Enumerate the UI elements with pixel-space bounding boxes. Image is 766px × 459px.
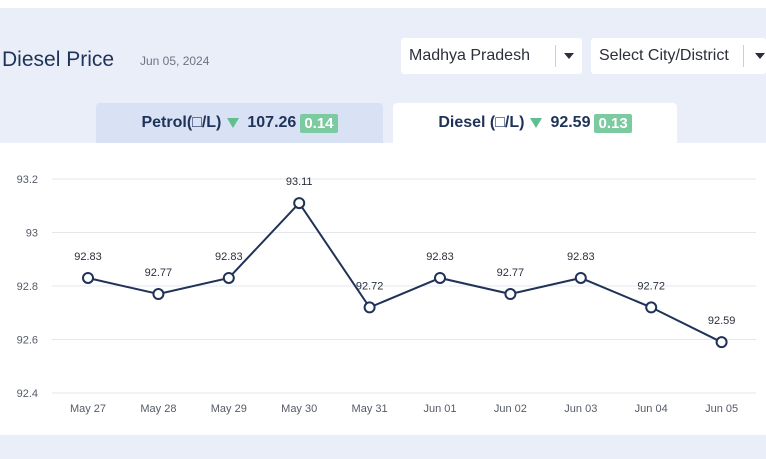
y-tick-label: 92.6 <box>17 335 38 347</box>
tab-petrol-fuel: Petrol(□/L) <box>141 114 222 131</box>
data-point <box>363 301 376 314</box>
tab-diesel-change-badge: 0.13 <box>594 113 632 133</box>
tab-petrol[interactable]: Petrol(□/L) 107.26 0.14 <box>96 103 383 143</box>
series-line <box>87 201 723 344</box>
data-point <box>715 336 728 349</box>
y-tick-label: 93 <box>26 228 38 240</box>
price-line-chart: 93.2 93 92.8 92.6 92.4 May 27 May 28 May 29 May … <box>17 174 756 415</box>
y-tick-label: 92.4 <box>17 388 38 400</box>
state-dropdown-value: Madhya Pradesh <box>409 47 530 64</box>
data-label: 92.72 <box>356 280 384 292</box>
data-label: 92.77 <box>497 267 525 279</box>
data-point <box>504 288 517 301</box>
price-date: Jun 05, 2024 <box>140 54 210 68</box>
x-tick-label: May 29 <box>211 403 247 415</box>
data-point <box>645 301 658 314</box>
data-label: 92.59 <box>708 315 736 327</box>
data-label: 92.77 <box>145 267 173 279</box>
top-strip <box>0 0 766 8</box>
data-label: 92.83 <box>215 251 243 263</box>
x-tick-label: Jun 01 <box>423 403 456 415</box>
data-point <box>434 271 446 284</box>
tab-diesel-price: 92.59 <box>550 114 591 131</box>
data-label: 92.83 <box>426 251 454 263</box>
tab-petrol-change-badge: 0.14 <box>300 113 338 133</box>
y-tick-label: 93.2 <box>17 174 38 186</box>
trend-down-icon <box>227 118 240 128</box>
chart-container: 93.2 93 92.8 92.6 92.4 May 27 May 28 May 29 May … <box>0 143 766 435</box>
dropdown-separator <box>743 45 744 67</box>
x-tick-label: May 30 <box>281 403 317 415</box>
data-point <box>152 288 165 301</box>
data-label: 92.83 <box>567 251 595 263</box>
state-dropdown[interactable]: Madhya Pradesh <box>401 38 582 74</box>
x-tick-label: May 31 <box>352 403 388 415</box>
x-tick-label: Jun 05 <box>705 403 738 415</box>
data-label: 92.72 <box>637 280 665 292</box>
x-tick-label: May 28 <box>140 403 176 415</box>
x-tick-label: Jun 02 <box>494 403 527 415</box>
trend-down-icon <box>530 118 543 128</box>
chevron-down-icon[interactable] <box>564 53 574 59</box>
dropdown-separator <box>555 45 556 67</box>
chevron-down-icon[interactable] <box>755 53 765 59</box>
data-label: 93.11 <box>286 176 313 188</box>
x-tick-label: May 27 <box>70 403 106 415</box>
page-title: Diesel Price <box>2 48 115 71</box>
data-point <box>574 271 587 284</box>
data-point <box>293 197 306 210</box>
city-dropdown-value: Select City/District <box>599 47 729 64</box>
city-dropdown[interactable]: Select City/District <box>591 38 766 74</box>
tab-diesel[interactable]: Diesel (□/L) 92.59 0.13 <box>393 103 677 143</box>
data-label: 92.83 <box>74 251 102 263</box>
x-tick-label: Jun 04 <box>635 403 668 415</box>
x-tick-label: Jun 03 <box>564 403 597 415</box>
data-point <box>222 271 235 284</box>
tab-diesel-fuel: Diesel (□/L) <box>438 114 525 131</box>
data-point <box>82 271 94 284</box>
y-tick-label: 92.8 <box>17 281 38 293</box>
tab-petrol-price: 107.26 <box>247 114 297 131</box>
